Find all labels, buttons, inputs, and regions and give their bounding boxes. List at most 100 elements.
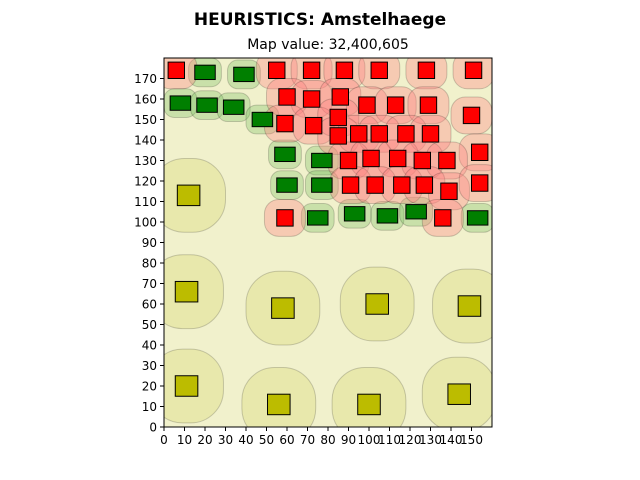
house-marker-2-20	[397, 125, 415, 143]
house-marker-2-16	[329, 108, 347, 127]
house-marker-2-26	[413, 151, 432, 170]
house-marker-2-21	[421, 125, 440, 143]
house-marker-2-34	[276, 209, 294, 227]
house-marker-2-12	[419, 96, 438, 114]
house-marker-2-25	[389, 149, 407, 168]
house-marker-1-6	[274, 146, 296, 163]
x-tick-label: 80	[320, 433, 335, 447]
house-marker-2-27	[438, 151, 456, 170]
house-marker-0-0	[176, 184, 201, 207]
house-marker-2-18	[350, 125, 368, 143]
house-marker-0-5	[365, 293, 389, 315]
house-marker-1-9	[311, 177, 333, 193]
y-tick-label: 160	[134, 93, 157, 107]
house-marker-0-2	[174, 375, 199, 397]
house-marker-1-0	[194, 64, 216, 81]
house-marker-2-10	[358, 96, 376, 114]
house-marker-1-2	[169, 95, 192, 111]
house-marker-1-14	[466, 210, 489, 226]
y-tick-label: 120	[134, 175, 157, 189]
house-marker-0-6	[357, 393, 381, 416]
house-marker-2-5	[417, 61, 436, 79]
y-tick-label: 40	[142, 339, 157, 353]
house-marker-0-1	[174, 280, 199, 303]
y-tick-label: 110	[134, 195, 157, 209]
y-tick-label: 130	[134, 154, 157, 168]
house-marker-1-10	[307, 210, 329, 226]
plot-background	[164, 58, 492, 427]
house-marker-2-30	[393, 176, 411, 194]
house-marker-2-28	[341, 176, 360, 194]
house-marker-2-23	[339, 151, 358, 170]
y-tick-label: 30	[142, 359, 157, 373]
y-tick-label: 20	[142, 380, 157, 394]
y-tick-label: 60	[142, 298, 157, 312]
x-tick-label: 140	[440, 433, 463, 447]
y-tick-label: 140	[134, 134, 157, 148]
house-marker-2-31	[415, 176, 434, 194]
house-marker-2-8	[302, 90, 321, 108]
y-tick-label: 0	[149, 421, 157, 435]
house-marker-2-15	[304, 116, 323, 135]
house-marker-2-19	[370, 125, 388, 143]
house-marker-1-11	[343, 206, 366, 222]
x-tick-label: 40	[238, 433, 253, 447]
y-tick-label: 10	[142, 400, 157, 414]
x-tick-label: 50	[259, 433, 274, 447]
x-tick-label: 70	[300, 433, 315, 447]
house-marker-2-11	[386, 96, 405, 114]
y-tick-label: 80	[142, 257, 157, 271]
house-marker-0-7	[457, 295, 482, 317]
house-marker-2-13	[462, 106, 481, 125]
x-tick-label: 100	[358, 433, 381, 447]
y-tick-label: 150	[134, 113, 157, 127]
x-tick-label: 0	[160, 433, 168, 447]
y-tick-label: 100	[134, 216, 157, 230]
x-tick-label: 150	[460, 433, 483, 447]
house-marker-2-14	[276, 114, 294, 133]
x-tick-label: 30	[218, 433, 233, 447]
x-tick-label: 60	[279, 433, 294, 447]
house-marker-1-7	[276, 177, 298, 193]
house-marker-0-4	[267, 393, 291, 416]
house-marker-2-33	[471, 174, 489, 192]
house-marker-2-29	[366, 176, 384, 194]
y-tick-label: 170	[134, 72, 157, 86]
x-tick-label: 120	[399, 433, 422, 447]
house-marker-1-5	[251, 111, 274, 128]
house-marker-2-9	[331, 88, 350, 106]
house-marker-2-3	[335, 61, 354, 79]
chart-subtitle: Map value: 32,400,605	[247, 37, 409, 53]
house-marker-1-13	[405, 204, 427, 220]
house-marker-1-12	[376, 208, 399, 224]
house-marker-2-22	[471, 143, 489, 162]
house-marker-2-32	[440, 182, 458, 200]
y-tick-label: 90	[142, 236, 157, 250]
house-marker-2-1	[268, 61, 286, 79]
house-marker-2-2	[302, 61, 321, 79]
house-marker-1-1	[233, 66, 255, 83]
x-tick-label: 90	[341, 433, 356, 447]
house-marker-0-3	[271, 297, 295, 319]
x-tick-label: 110	[378, 433, 401, 447]
house-marker-0-8	[447, 383, 471, 405]
house-marker-2-0	[167, 61, 186, 79]
house-marker-2-7	[278, 88, 296, 106]
house-marker-2-35	[434, 209, 452, 227]
house-marker-2-24	[362, 149, 380, 168]
house-marker-2-17	[329, 127, 347, 145]
chart-title: HEURISTICS: Amstelhaege	[194, 10, 446, 30]
house-marker-2-6	[464, 61, 483, 79]
y-tick-label: 70	[142, 277, 157, 291]
y-tick-label: 50	[142, 318, 157, 332]
house-marker-1-4	[222, 99, 245, 115]
x-tick-label: 130	[419, 433, 442, 447]
x-tick-label: 10	[177, 433, 192, 447]
house-marker-1-3	[196, 97, 218, 113]
x-tick-label: 20	[197, 433, 212, 447]
house-marker-2-4	[370, 61, 388, 79]
markers-layer	[167, 61, 489, 416]
house-marker-1-8	[311, 152, 333, 169]
